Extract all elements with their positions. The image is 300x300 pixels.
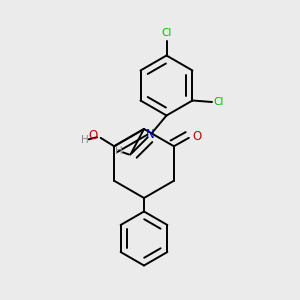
Text: Cl: Cl bbox=[161, 28, 172, 38]
Text: O: O bbox=[193, 130, 202, 143]
Text: Cl: Cl bbox=[214, 97, 224, 107]
Text: H: H bbox=[115, 146, 122, 156]
Text: H: H bbox=[81, 135, 88, 145]
Text: O: O bbox=[88, 129, 98, 142]
Text: N: N bbox=[146, 128, 154, 142]
